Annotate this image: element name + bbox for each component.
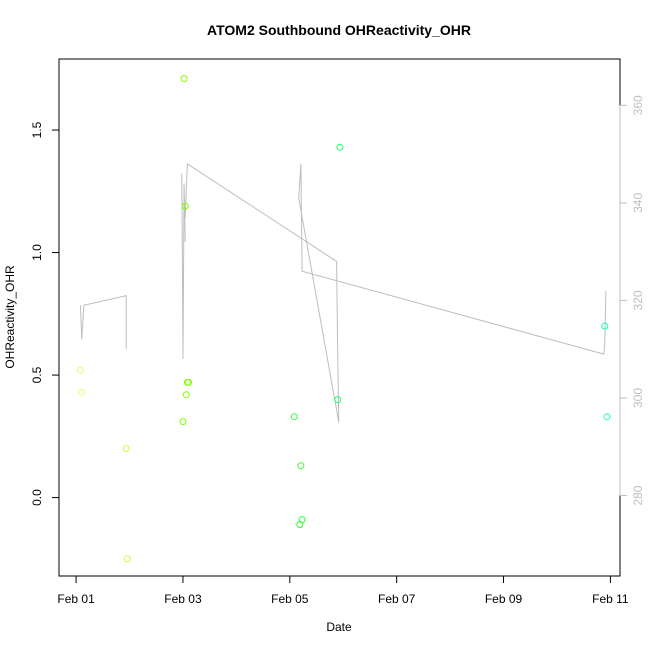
data-point [336, 143, 344, 151]
data-point [123, 555, 131, 563]
y-right-tick-label: 360 [631, 95, 645, 115]
x-tick-label: Feb 05 [271, 592, 309, 606]
data-point [182, 391, 190, 399]
data-point [601, 322, 609, 330]
data-point [296, 521, 304, 528]
y-tick-label: 0.5 [30, 366, 44, 383]
data-point [77, 366, 84, 374]
data-point [181, 202, 189, 210]
series-line [80, 162, 607, 423]
y-right-tick-label: 340 [631, 193, 645, 213]
data-point [179, 418, 187, 426]
y-right-tick-label: 280 [631, 485, 645, 505]
data-point [297, 462, 305, 470]
y-axis-label: OHReactivity_OHR [3, 265, 17, 369]
x-tick-label: Feb 07 [378, 592, 416, 606]
y-right-tick-label: 320 [631, 290, 645, 310]
right-axis-line-series [80, 162, 607, 423]
x-tick-label: Feb 09 [485, 592, 523, 606]
chart-title: ATOM2 Southbound OHReactivity_OHR [207, 22, 471, 38]
x-tick-label: Feb 11 [592, 592, 629, 606]
x-tick-label: Feb 03 [164, 592, 202, 606]
data-point [334, 396, 342, 404]
data-point [122, 445, 130, 453]
y-tick-label: 1.5 [30, 121, 44, 138]
y-tick-label: 1.0 [30, 244, 44, 261]
left-axis-point-series [77, 75, 611, 563]
y-tick-label: 0.0 [30, 489, 44, 506]
data-point [603, 413, 611, 421]
y-right-tick-label: 300 [631, 388, 645, 408]
data-point [78, 388, 86, 396]
x-tick-label: Feb 01 [57, 592, 95, 606]
data-point [290, 413, 298, 421]
axes: Feb 01 Feb 03 Feb 05 Feb 07 Feb 09 Feb 11 0.0 0… [30, 95, 645, 606]
data-point [180, 75, 188, 83]
data-point [185, 378, 192, 386]
x-axis-label: Date [326, 620, 352, 634]
